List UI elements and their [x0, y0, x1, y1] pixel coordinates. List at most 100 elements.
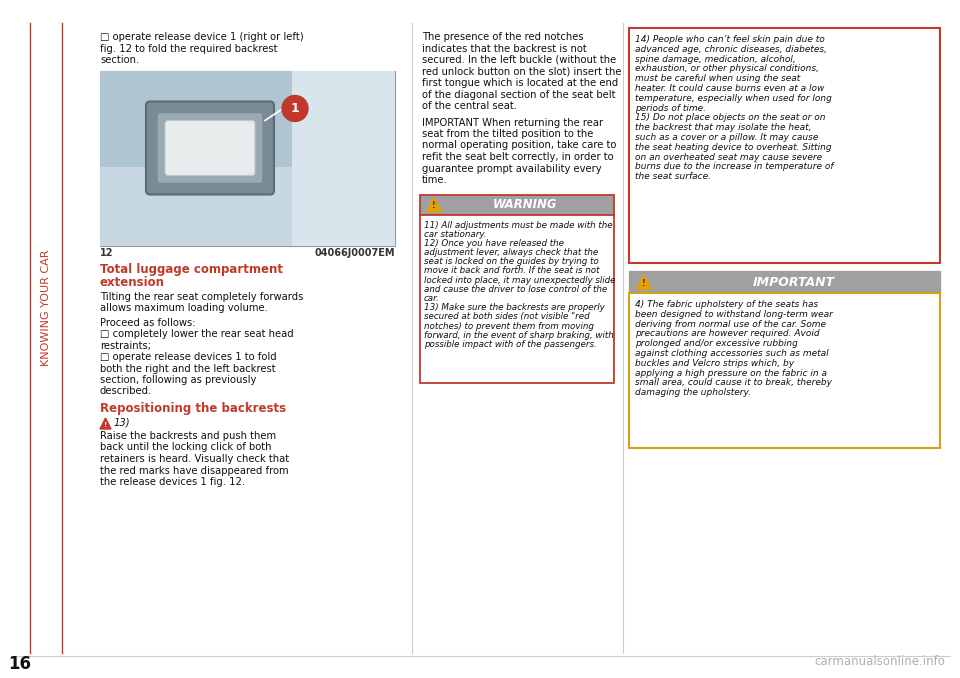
Text: 12) Once you have released the: 12) Once you have released the: [424, 239, 564, 248]
FancyBboxPatch shape: [146, 102, 274, 195]
Text: The presence of the red notches: The presence of the red notches: [422, 32, 584, 42]
Text: notches) to prevent them from moving: notches) to prevent them from moving: [424, 321, 594, 331]
Text: spine damage, medication, alcohol,: spine damage, medication, alcohol,: [635, 55, 796, 64]
Text: of the diagonal section of the seat belt: of the diagonal section of the seat belt: [422, 89, 615, 100]
Text: the release devices 1 fig. 12.: the release devices 1 fig. 12.: [100, 477, 245, 487]
Text: periods of time.: periods of time.: [635, 104, 706, 113]
Text: both the right and the left backrest: both the right and the left backrest: [100, 363, 276, 374]
Text: back until the locking click of both: back until the locking click of both: [100, 443, 272, 452]
Bar: [629, 293, 940, 448]
FancyBboxPatch shape: [165, 121, 255, 176]
Text: heater. It could cause burns even at a low: heater. It could cause burns even at a l…: [635, 84, 825, 93]
Text: indicates that the backrest is not: indicates that the backrest is not: [422, 43, 587, 54]
Polygon shape: [427, 197, 441, 212]
FancyBboxPatch shape: [157, 113, 263, 184]
Text: Tilting the rear seat completely forwards: Tilting the rear seat completely forward…: [100, 292, 303, 302]
Text: extension: extension: [100, 277, 165, 290]
Text: section.: section.: [100, 55, 139, 65]
Text: seat is locked on the guides by trying to: seat is locked on the guides by trying t…: [424, 257, 599, 266]
Text: burns due to the increase in temperature of: burns due to the increase in temperature…: [635, 163, 833, 172]
Text: against clothing accessories such as metal: against clothing accessories such as met…: [635, 349, 828, 358]
Text: Repositioning the backrests: Repositioning the backrests: [100, 402, 286, 415]
Text: 11) All adjustments must be made with the: 11) All adjustments must be made with th…: [424, 220, 612, 229]
Text: secured. In the left buckle (without the: secured. In the left buckle (without the: [422, 55, 616, 65]
Text: the red marks have disappeared from: the red marks have disappeared from: [100, 466, 289, 475]
Polygon shape: [637, 275, 651, 289]
Text: damaging the upholstery.: damaging the upholstery.: [635, 388, 751, 397]
Text: WARNING: WARNING: [492, 198, 557, 211]
Text: 13) Make sure the backrests are properly: 13) Make sure the backrests are properly: [424, 303, 605, 313]
Text: the seat surface.: the seat surface.: [635, 172, 711, 181]
Text: Total luggage compartment: Total luggage compartment: [100, 264, 283, 277]
Text: KNOWING YOUR CAR: KNOWING YOUR CAR: [41, 250, 51, 366]
Text: locked into place, it may unexpectedly slide: locked into place, it may unexpectedly s…: [424, 276, 615, 285]
Text: section, following as previously: section, following as previously: [100, 375, 256, 385]
Text: !: !: [642, 279, 646, 287]
Text: □ operate release devices 1 to fold: □ operate release devices 1 to fold: [100, 352, 276, 362]
Text: car.: car.: [424, 294, 440, 303]
Circle shape: [282, 96, 308, 121]
Text: the seat heating device to overheat. Sitting: the seat heating device to overheat. Sit…: [635, 143, 831, 152]
Polygon shape: [100, 418, 111, 429]
Text: Proceed as follows:: Proceed as follows:: [100, 317, 196, 327]
Text: 15) Do not place objects on the seat or on: 15) Do not place objects on the seat or …: [635, 113, 826, 123]
Text: fig. 12 to fold the required backrest: fig. 12 to fold the required backrest: [100, 43, 277, 54]
Text: possible impact with of the passengers.: possible impact with of the passengers.: [424, 340, 597, 349]
Text: such as a cover or a pillow. It may cause: such as a cover or a pillow. It may caus…: [635, 133, 818, 142]
Text: 4) The fabric upholstery of the seats has: 4) The fabric upholstery of the seats ha…: [635, 300, 818, 309]
Bar: [100, 167, 395, 245]
Text: !: !: [104, 422, 108, 428]
Text: secured at both sides (not visible "red: secured at both sides (not visible "red: [424, 313, 589, 321]
Text: adjustment lever, always check that the: adjustment lever, always check that the: [424, 248, 598, 257]
Text: car stationary.: car stationary.: [424, 230, 487, 239]
Text: 1: 1: [291, 102, 300, 115]
Text: exhaustion, or other physical conditions,: exhaustion, or other physical conditions…: [635, 64, 819, 73]
Text: and cause the driver to lose control of the: and cause the driver to lose control of …: [424, 285, 608, 294]
Bar: [100, 71, 395, 245]
Bar: [629, 28, 940, 263]
Text: must be careful when using the seat: must be careful when using the seat: [635, 74, 801, 83]
Bar: [629, 271, 940, 293]
Text: advanced age, chronic diseases, diabetes,: advanced age, chronic diseases, diabetes…: [635, 45, 827, 54]
Text: retainers is heard. Visually check that: retainers is heard. Visually check that: [100, 454, 289, 464]
Text: the backrest that may isolate the heat,: the backrest that may isolate the heat,: [635, 123, 811, 132]
Text: small area, could cause it to break, thereby: small area, could cause it to break, the…: [635, 378, 832, 387]
Text: 13): 13): [114, 418, 131, 427]
Text: applying a high pressure on the fabric in a: applying a high pressure on the fabric i…: [635, 369, 827, 378]
Text: time.: time.: [422, 175, 447, 185]
Text: red unlock button on the slot) insert the: red unlock button on the slot) insert th…: [422, 66, 621, 77]
Text: prolonged and/or excessive rubbing: prolonged and/or excessive rubbing: [635, 339, 798, 348]
Text: carmanualsonline.info: carmanualsonline.info: [814, 655, 945, 668]
Text: of the central seat.: of the central seat.: [422, 101, 517, 111]
Text: move it back and forth. If the seat is not: move it back and forth. If the seat is n…: [424, 266, 599, 275]
Text: !: !: [432, 201, 436, 210]
Text: 04066J0007EM: 04066J0007EM: [315, 247, 395, 258]
Text: seat from the tilted position to the: seat from the tilted position to the: [422, 129, 593, 139]
Bar: [292, 71, 395, 245]
Text: temperature, especially when used for long: temperature, especially when used for lo…: [635, 94, 832, 103]
Text: IMPORTANT When returning the rear: IMPORTANT When returning the rear: [422, 117, 603, 127]
Text: refit the seat belt correctly, in order to: refit the seat belt correctly, in order …: [422, 152, 613, 162]
Text: buckles and Velcro strips which, by: buckles and Velcro strips which, by: [635, 359, 794, 367]
Text: forward, in the event of sharp braking, with: forward, in the event of sharp braking, …: [424, 331, 613, 340]
Text: 16: 16: [9, 655, 32, 673]
Text: first tongue which is located at the end: first tongue which is located at the end: [422, 78, 618, 88]
Text: □ completely lower the rear seat head: □ completely lower the rear seat head: [100, 329, 294, 339]
Text: on an overheated seat may cause severe: on an overheated seat may cause severe: [635, 153, 822, 161]
Text: been designed to withstand long-term wear: been designed to withstand long-term wea…: [635, 310, 833, 319]
Text: precautions are however required. Avoid: precautions are however required. Avoid: [635, 330, 820, 338]
Text: restraints;: restraints;: [100, 340, 151, 351]
Bar: [420, 214, 614, 382]
Text: Raise the backrests and push them: Raise the backrests and push them: [100, 431, 276, 441]
Text: deriving from normal use of the car. Some: deriving from normal use of the car. Som…: [635, 319, 826, 329]
Bar: [100, 71, 395, 167]
Text: 12: 12: [100, 247, 113, 258]
Text: □ operate release device 1 (right or left): □ operate release device 1 (right or lef…: [100, 32, 303, 42]
Text: IMPORTANT: IMPORTANT: [753, 275, 835, 289]
Text: allows maximum loading volume.: allows maximum loading volume.: [100, 303, 268, 313]
Text: 14) People who can’t feel skin pain due to: 14) People who can’t feel skin pain due …: [635, 35, 825, 44]
Text: described.: described.: [100, 386, 153, 397]
Text: normal operating position, take care to: normal operating position, take care to: [422, 140, 616, 151]
Bar: [420, 195, 614, 214]
Text: guarantee prompt availability every: guarantee prompt availability every: [422, 163, 602, 174]
